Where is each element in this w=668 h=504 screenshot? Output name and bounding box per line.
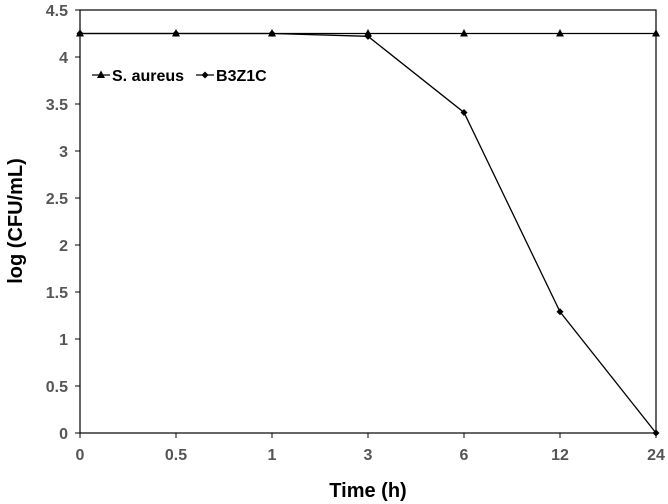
y-tick-label: 4.5 [46, 3, 68, 20]
x-tick-label: 3 [364, 447, 373, 464]
x-tick-label: 0 [76, 447, 85, 464]
y-tick-label: 4 [59, 50, 68, 67]
data-point [556, 308, 564, 316]
legend: S. aureus B3Z1C [92, 68, 267, 85]
y-tick-label: 2.5 [46, 191, 68, 208]
y-axis-title: log (CFU/mL) [5, 158, 27, 284]
series-2 [76, 30, 660, 437]
data-point [364, 29, 372, 37]
x-tick-label: 12 [551, 447, 569, 464]
x-tick-label: 24 [647, 447, 665, 464]
x-tick-label: 1 [268, 447, 277, 464]
plot-area [79, 9, 657, 434]
data-point [652, 29, 660, 37]
data-point [268, 30, 276, 37]
data-point [76, 30, 84, 37]
x-axis-title: Time (h) [329, 480, 406, 502]
legend-marker [201, 71, 209, 79]
legend-item: S. aureus [92, 68, 184, 85]
series-layer [76, 29, 660, 437]
y-tick-label: 0.5 [46, 379, 68, 396]
y-axis-ticks: 0 0.5 1 1.5 2 2.5 3 3.5 4 4.5 [46, 3, 80, 443]
legend-label: S. aureus [112, 68, 184, 85]
data-point [556, 29, 564, 37]
legend-label: B3Z1C [216, 68, 267, 85]
legend-item: B3Z1C [196, 68, 267, 85]
data-point [460, 108, 468, 116]
y-tick-label: 0 [59, 426, 68, 443]
x-tick-label: 0.5 [165, 447, 187, 464]
y-tick-label: 1.5 [46, 285, 68, 302]
data-point [172, 30, 180, 37]
x-axis-ticks: 0 0.5 1 3 6 12 24 [76, 433, 665, 464]
data-point [460, 29, 468, 37]
y-tick-label: 2 [59, 238, 68, 255]
legend-marker [97, 70, 105, 78]
y-tick-label: 3 [59, 144, 68, 161]
x-tick-label: 6 [460, 447, 469, 464]
data-point [652, 429, 660, 437]
y-tick-label: 1 [59, 332, 68, 349]
y-tick-label: 3.5 [46, 97, 68, 114]
data-point [364, 32, 372, 40]
